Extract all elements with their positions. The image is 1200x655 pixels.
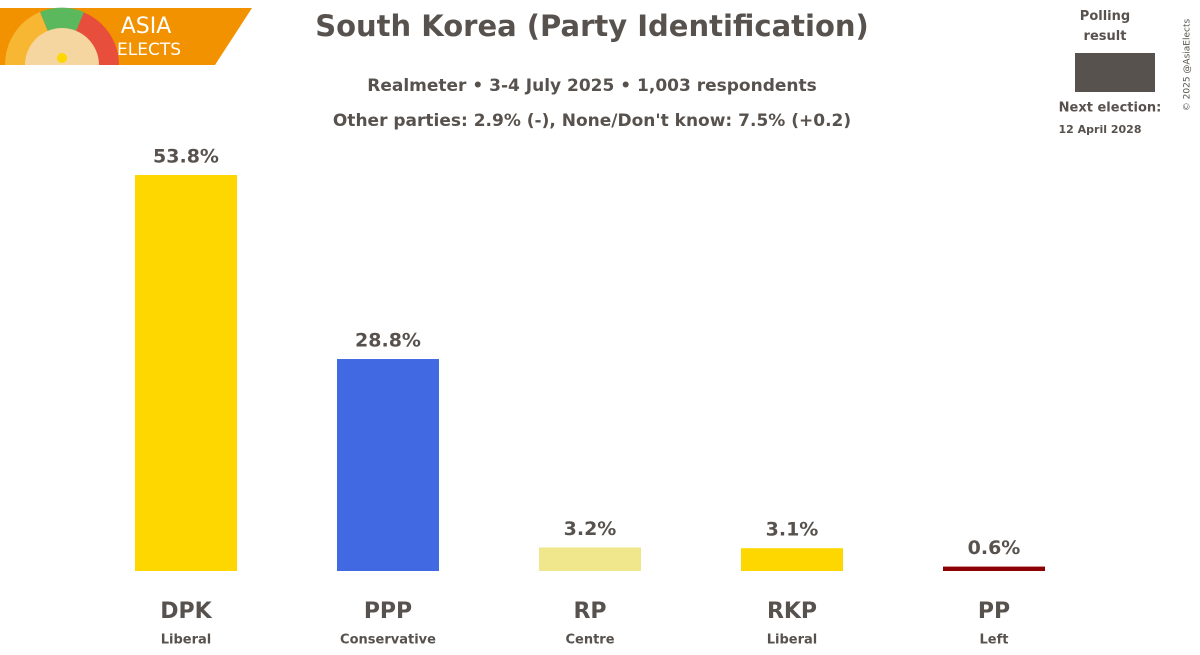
category-label: DPK	[160, 599, 212, 624]
ideology-label: Centre	[565, 633, 614, 648]
value-label: 0.6%	[968, 537, 1021, 559]
credit: © 2025 @AsiaElects	[1183, 19, 1193, 112]
bar	[337, 359, 439, 571]
bar	[741, 548, 843, 571]
legend-label: Polling result	[1079, 9, 1131, 44]
ideology-label: Liberal	[161, 633, 212, 648]
legend-swatch	[1075, 53, 1155, 92]
category-label: PP	[978, 599, 1010, 624]
logo: ASIA ELECTS	[0, 7, 252, 66]
ideology-label: Left	[980, 633, 1009, 648]
bar	[539, 547, 641, 571]
note: Other parties: 2.9% (-), None/Don't know…	[333, 111, 851, 131]
next-election-date: 12 April 2028	[1059, 123, 1142, 136]
subtitle: Realmeter • 3-4 July 2025 • 1,003 respon…	[367, 76, 817, 96]
value-label: 53.8%	[153, 146, 219, 168]
ideology-label: Liberal	[767, 633, 818, 648]
value-label: 28.8%	[355, 330, 421, 352]
logo-line1: ASIA	[121, 14, 172, 39]
ideology-label: Conservative	[340, 633, 436, 648]
value-label: 3.1%	[766, 519, 819, 541]
category-label: RKP	[767, 599, 817, 624]
next-election-label: Next election:	[1059, 101, 1162, 116]
category-label: PPP	[364, 599, 412, 624]
bar	[943, 566, 1045, 571]
chart-title: South Korea (Party Identification)	[315, 9, 869, 43]
value-label: 3.2%	[564, 518, 617, 540]
logo-line2: ELECTS	[117, 40, 181, 60]
category-label: RP	[573, 599, 606, 624]
bar	[135, 175, 237, 571]
